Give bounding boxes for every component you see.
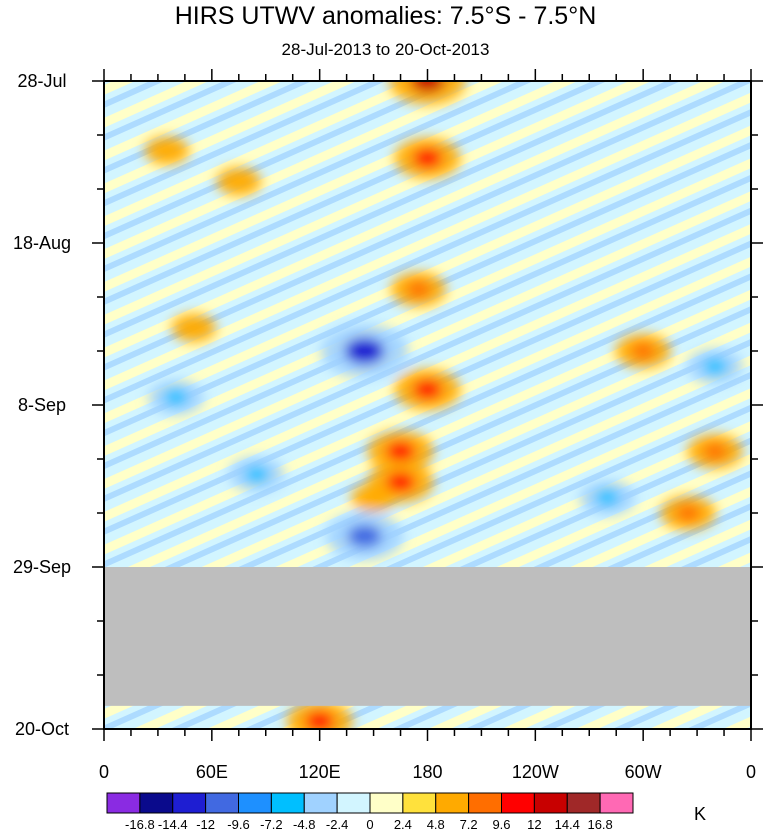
anomaly-core: [412, 148, 443, 168]
anomaly-core: [364, 491, 383, 504]
anomaly-core: [157, 144, 177, 157]
colorbar-label: 12: [527, 817, 541, 830]
colorbar-swatch: [468, 792, 502, 814]
colorbar-label: -9.6: [227, 817, 249, 830]
chart-title: HIRS UTWV anomalies: 7.5°S - 7.5°N: [174, 2, 597, 30]
anomaly-core: [410, 81, 445, 93]
colorbar-label: 7.2: [460, 817, 478, 830]
x-tick-label: 60W: [625, 762, 662, 782]
colorbar-label: -16.8: [125, 817, 155, 830]
colorbar-label: -4.8: [293, 817, 315, 830]
anomaly-halo: [389, 81, 466, 105]
anomaly-core: [631, 342, 656, 360]
anomaly-core: [184, 321, 204, 335]
x-tick-label: 0: [99, 762, 109, 782]
anomaly-core: [412, 379, 443, 400]
plot-area: [104, 81, 751, 729]
colorbar-label: -14.4: [158, 817, 188, 830]
colorbar-label: 0: [366, 817, 373, 830]
colorbar-swatch: [566, 792, 601, 814]
anomaly-core: [595, 489, 620, 506]
x-axis: 0 60E 120E 180 120W 60W 0: [99, 69, 756, 782]
colorbar-swatch: [369, 792, 404, 814]
chart-subtitle: 28-Jul-2013 to 20-Oct-2013: [281, 40, 490, 59]
missing-data-region: [104, 567, 751, 706]
anomaly-core: [703, 358, 727, 375]
colorbar-swatch: [106, 792, 141, 814]
colorbar-swatch: [402, 792, 437, 814]
y-axis: 28-Jul 18-Aug 8-Sep 29-Sep 20-Oct: [13, 71, 763, 739]
colorbar-label: 16.8: [587, 817, 612, 830]
colorbar-swatch: [533, 792, 568, 814]
anomaly-core: [347, 524, 382, 548]
colorbar-swatch: [435, 792, 470, 814]
anomaly-core: [385, 441, 416, 462]
anomaly-core: [244, 466, 269, 483]
colorbar-swatch: [336, 792, 371, 814]
anomaly-core: [229, 174, 249, 188]
colorbar-swatch: [205, 792, 239, 814]
colorbar-label: 4.8: [427, 817, 445, 830]
anomaly-core: [406, 281, 431, 298]
colorbar-label: 14.4: [555, 817, 580, 830]
colorbar-swatch: [139, 792, 174, 814]
colorbar-label: -2.4: [326, 817, 348, 830]
colorbar: -16.8 -14.4 -12 -9.6 -7.2 -4.8 -2.4 0 2.4 4.8 7.2 9…: [106, 792, 634, 830]
x-tick-label: 180: [412, 762, 442, 782]
x-tick-label: 60E: [196, 762, 228, 782]
x-tick-label: 120E: [299, 762, 341, 782]
colorbar-label: -12: [196, 817, 215, 830]
anomaly-core: [676, 504, 701, 522]
colorbar-swatch: [238, 792, 272, 814]
y-tick-label: 8-Sep: [18, 395, 66, 415]
x-tick-label: 0: [746, 762, 756, 782]
colorbar-swatch: [303, 792, 338, 814]
x-tick-label: 120W: [512, 762, 559, 782]
colorbar-units: K: [694, 804, 706, 824]
anomaly-core: [305, 711, 335, 729]
colorbar-swatch: [172, 792, 207, 814]
y-tick-label: 28-Jul: [17, 71, 66, 91]
anomaly-layer: [144, 81, 743, 729]
anomaly-core: [344, 337, 385, 365]
anomaly-core: [163, 389, 188, 406]
colorbar-label: 9.6: [492, 817, 510, 830]
colorbar-swatch: [270, 792, 305, 814]
y-tick-label: 20-Oct: [15, 719, 69, 739]
y-tick-label: 29-Sep: [13, 557, 71, 577]
y-tick-label: 18-Aug: [13, 233, 71, 253]
anomaly-core: [385, 472, 416, 492]
colorbar-swatch: [599, 792, 634, 814]
anomaly-core: [703, 443, 727, 460]
colorbar-label: -7.2: [260, 817, 282, 830]
colorbar-swatch: [501, 792, 535, 814]
colorbar-label: 2.4: [394, 817, 412, 830]
